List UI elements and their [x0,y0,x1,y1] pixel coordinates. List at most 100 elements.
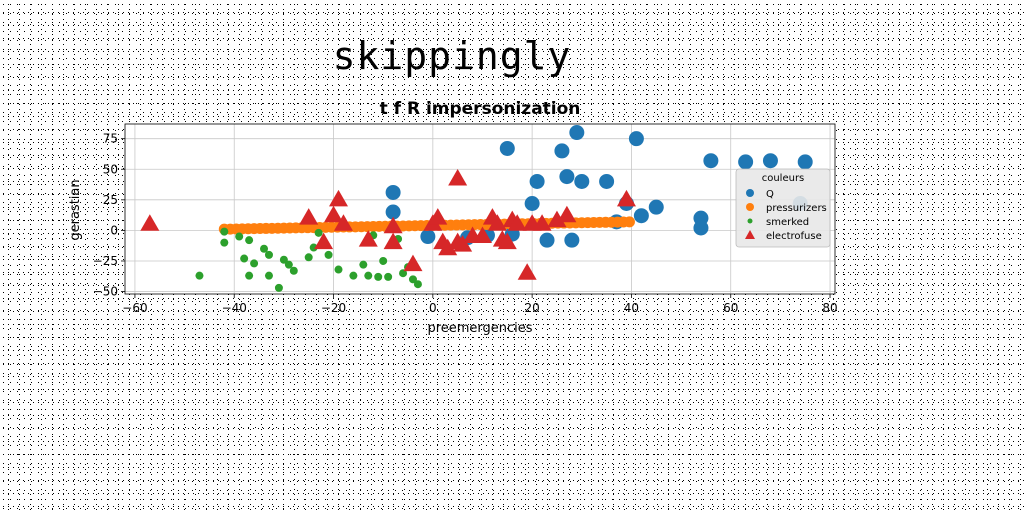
x-tick-label: 20 [524,301,539,315]
data-point [532,214,552,231]
data-point [358,230,378,247]
axis-ticks: −60 −40 −20 0 20 40 60 80 −50 −25 0 25 50 75 [93,132,838,315]
data-point [309,243,318,252]
data-point [564,232,580,248]
data-point [524,195,540,211]
data-point [574,173,590,189]
data-point [304,253,313,262]
data-point [693,220,709,236]
data-point [289,266,298,275]
data-point [497,232,517,250]
data-point [507,214,527,231]
data-point [453,235,473,252]
data-point [245,271,254,280]
legend-marker [747,218,753,224]
data-point [703,153,719,169]
data-point [274,283,283,292]
data-point [328,189,348,207]
data-point [324,205,344,223]
x-tick-label: 80 [822,301,837,315]
plot-frame [124,123,836,295]
legend-label: Q [766,189,774,200]
data-point [359,260,368,269]
legend-label: smerked [766,217,809,228]
data-point [264,250,273,259]
data-point [260,244,269,253]
data-point [240,254,249,263]
x-tick-label: −60 [122,301,147,315]
data-point [349,271,358,280]
data-point [438,238,458,256]
legend-label: electrofuse [766,231,822,242]
data-point [235,232,244,241]
data-point [738,154,754,170]
data-point [245,236,254,245]
data-point [408,275,417,284]
data-point [599,173,615,189]
data-point [379,256,388,265]
legend-title: couleurs [762,173,805,184]
y-tick-label: 0 [110,223,118,237]
data-point [428,208,448,225]
data-point [384,272,393,281]
data-point [264,271,273,280]
data-point [413,280,422,289]
data-point [279,255,288,264]
series-electrofuse [140,169,636,280]
data-point [762,153,778,169]
legend-marker [746,203,754,211]
y-tick-label: −25 [93,254,118,268]
data-point [220,227,229,236]
x-tick-label: 0 [429,301,437,315]
data-point [539,232,555,248]
data-point [220,238,229,247]
data-point [195,271,204,280]
y-tick-label: 75 [103,132,118,146]
data-point [616,189,636,207]
data-point [554,143,570,159]
data-point [385,204,401,220]
page-title: skippingly [332,34,572,78]
data-point [517,263,537,280]
data-point [472,226,492,244]
data-point [403,254,423,272]
chart-title: t f R impersonization [380,99,581,119]
data-point [324,250,333,259]
data-point [333,214,353,231]
data-point [628,131,644,147]
legend-marker [746,189,754,197]
data-point [633,208,649,224]
y-tick-label: 25 [103,193,118,207]
data-point [374,272,383,281]
data-point [529,173,545,189]
data-point [364,271,373,280]
data-point [399,269,408,278]
data-point [559,169,575,185]
data-point [569,125,585,141]
data-point [557,205,577,223]
legend-marker [745,230,755,239]
data-point [499,140,515,156]
x-axis-label: preemergencies [427,321,532,336]
data-point [547,210,567,228]
data-point [314,228,323,237]
data-point [487,214,507,231]
data-point [140,214,160,231]
data-point [623,216,635,228]
legend-label: pressurizers [766,203,827,214]
x-tick-label: 40 [624,301,639,315]
data-point [385,184,401,200]
data-point [334,265,343,274]
data-point [797,154,813,170]
data-point [299,208,319,225]
legend-box [735,168,831,248]
y-tick-label: 50 [103,162,118,176]
y-axis-label: gerastian [68,179,83,240]
data-point [420,229,436,245]
data-point [284,260,293,269]
y-tick-label: −50 [93,285,118,299]
data-point [383,232,403,250]
x-tick-label: −20 [321,301,346,315]
